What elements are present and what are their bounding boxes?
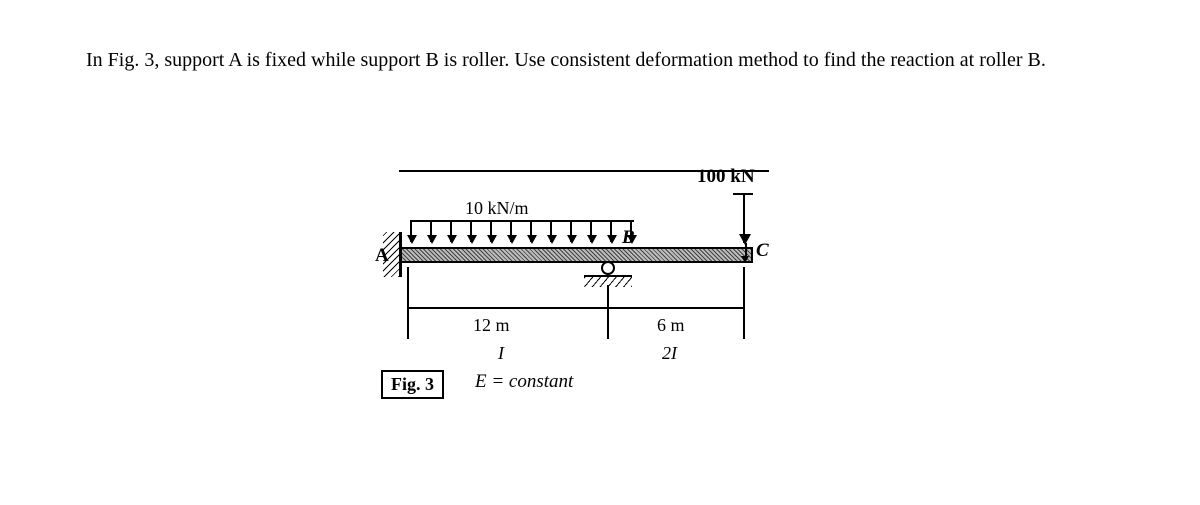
udl-arrow-icon (570, 220, 572, 242)
udl-top-bar (410, 220, 634, 222)
udl-load-label: 10 kN/m (465, 198, 529, 219)
dim-tick (607, 302, 609, 312)
udl-arrow-icon (410, 220, 412, 242)
node-label-C: C (756, 240, 769, 262)
udl-arrow-icon (490, 220, 492, 242)
udl-arrow-icon (610, 220, 612, 242)
udl-arrow-icon (550, 220, 552, 242)
point-load-label: 100 kN (697, 166, 755, 188)
roller-circle-icon (601, 261, 615, 275)
udl-arrow-icon (530, 220, 532, 242)
node-label-B: B (622, 227, 635, 249)
udl-distributed-load (410, 220, 634, 250)
dim-extension-B (607, 285, 609, 339)
udl-arrow-icon (430, 220, 432, 242)
figure-caption-box: Fig. 3 (381, 370, 444, 399)
udl-arrow-icon (510, 220, 512, 242)
udl-arrow-icon (470, 220, 472, 242)
dim-tick (407, 302, 409, 312)
roller-support-B (601, 261, 615, 275)
inertia-AB-label: I (498, 343, 504, 364)
node-label-A: A (375, 245, 389, 267)
inertia-BC-label: 2I (662, 343, 677, 364)
modulus-note: E = constant (475, 371, 573, 393)
udl-arrow-icon (450, 220, 452, 242)
beam-member (399, 247, 753, 263)
dim-line-AB (409, 307, 607, 309)
figure-3: 10 kN/m 100 kN A B C 12 m 6 m I 2I Fig. … (335, 145, 815, 475)
dim-line-BC (609, 307, 743, 309)
problem-statement: In Fig. 3, support A is fixed while supp… (30, 45, 1170, 75)
span-BC-label: 6 m (657, 315, 685, 336)
point-load-arrow-icon (743, 193, 745, 243)
span-AB-label: 12 m (473, 315, 510, 336)
dim-tick (743, 302, 745, 312)
udl-arrow-icon (590, 220, 592, 242)
